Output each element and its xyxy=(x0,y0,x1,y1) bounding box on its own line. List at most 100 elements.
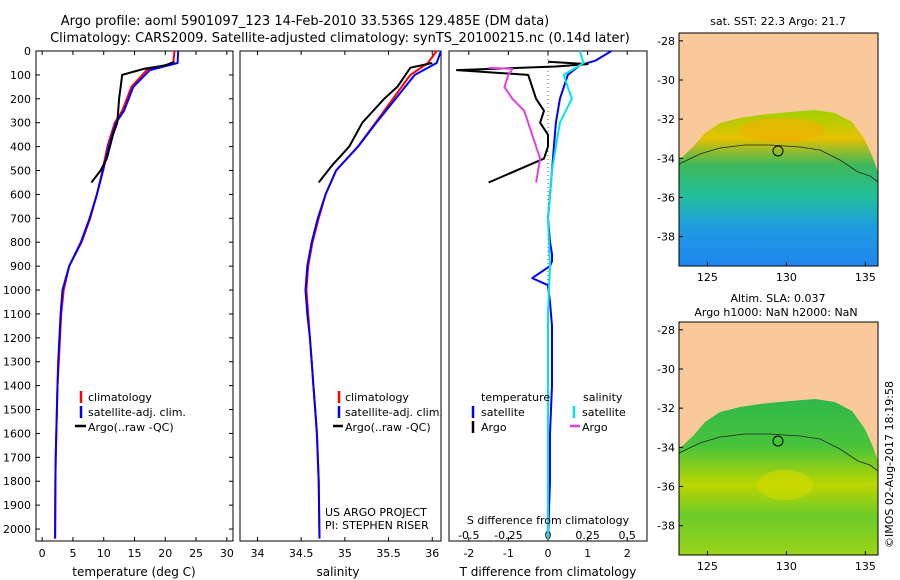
salinity-panel: 34 34.5 35 35.5 36 salinity climatology sate… xyxy=(239,50,443,579)
depth-tick-label: 1800 xyxy=(3,475,31,488)
s-tick-label: -0.5 xyxy=(458,529,479,542)
x-tick-label: 30 xyxy=(220,547,234,560)
legend-label-temp-satellite: satellite xyxy=(481,406,525,419)
depth-tick-label: 1700 xyxy=(3,451,31,464)
t-difference-axis-label: T difference from climatology xyxy=(459,565,637,579)
sla-high-anomaly xyxy=(757,470,813,500)
sla-map-subtitle: Argo h1000: NaN h2000: NaN xyxy=(694,306,857,319)
pi-annotation: PI: STEPHEN RISER xyxy=(325,519,429,532)
depth-tick-label: 2000 xyxy=(3,523,31,536)
s-tick-label: 0.25 xyxy=(575,529,600,542)
temperature-legend: climatology satellite-adj. clim. Argo(..… xyxy=(75,391,186,434)
x-tick-label: 2 xyxy=(624,547,631,560)
depth-tick-label: 1500 xyxy=(3,404,31,417)
x-tick-label: 34 xyxy=(250,547,264,560)
depth-tick-label: 300 xyxy=(10,117,31,130)
legend-header-salinity: salinity xyxy=(583,391,623,404)
lon-tick-label: 130 xyxy=(776,560,797,573)
temperature-x-ticks: 0 5 10 15 20 25 30 xyxy=(39,51,234,560)
temperature-panel: 0100200300400500600700800900100011001200… xyxy=(3,45,647,579)
depth-tick-label: 100 xyxy=(10,69,31,82)
x-tick-label: 15 xyxy=(128,547,142,560)
x-tick-label: 25 xyxy=(189,547,203,560)
lat-tick-label: -38 xyxy=(657,231,675,244)
depth-tick-label: 400 xyxy=(10,141,31,154)
temperature-axis-label: temperature (deg C) xyxy=(72,565,195,579)
sla-isobath-contour xyxy=(678,433,879,472)
legend-label-satellite: satellite-adj. clim. xyxy=(88,406,186,419)
t-difference-x-ticks: -2 -1 0 1 2 xyxy=(463,51,631,560)
series-line-argo-raw-qc- xyxy=(317,62,433,184)
s-difference-x-ticks: -0.5 -0.25 0 0.25 0.5 xyxy=(458,529,636,542)
legend-label-temp-argo: Argo xyxy=(481,421,507,434)
sst-warm-core xyxy=(740,118,824,142)
lon-tick-label: 135 xyxy=(855,560,876,573)
x-tick-label: 35.5 xyxy=(376,547,401,560)
x-tick-label: -2 xyxy=(463,547,474,560)
lat-tick-label: -32 xyxy=(657,113,675,126)
s-difference-axis-label: S difference from climatology xyxy=(467,514,630,527)
x-tick-label: 35 xyxy=(338,547,352,560)
legend-label-sal-satellite: satellite xyxy=(582,406,626,419)
depth-tick-label: 1400 xyxy=(3,380,31,393)
x-tick-label: 20 xyxy=(158,547,172,560)
figure-title-line1: Argo profile: aoml 5901097_123 14-Feb-20… xyxy=(61,14,550,29)
depth-tick-label: 1600 xyxy=(3,427,31,440)
depth-tick-label: 1900 xyxy=(3,499,31,512)
x-tick-label: 0 xyxy=(39,547,46,560)
sst-map-panel: sat. SST: 22.3 Argo: 21.7 125 130 135 -28 -3… xyxy=(657,15,879,284)
legend-header-temperature: temperature xyxy=(481,391,550,404)
depth-tick-label: 200 xyxy=(10,93,31,106)
argo-location-marker xyxy=(772,145,784,157)
lat-tick-label: -30 xyxy=(657,363,675,376)
depth-tick-label: 1300 xyxy=(3,356,31,369)
salinity-axis-label: salinity xyxy=(316,565,359,579)
map-frame xyxy=(678,32,879,267)
sst-ocean-field xyxy=(679,110,878,266)
legend-label-climatology: climatology xyxy=(88,391,152,404)
series-line-temperature-argo xyxy=(455,60,589,184)
series-line-argo-raw-qc- xyxy=(90,60,175,184)
depth-tick-label: 1200 xyxy=(3,332,31,345)
salinity-profile-lines xyxy=(304,50,442,539)
x-tick-label: 10 xyxy=(97,547,111,560)
x-tick-label: -1 xyxy=(503,547,514,560)
s-tick-label: -0.25 xyxy=(494,529,522,542)
lat-tick-label: -34 xyxy=(657,441,675,454)
lon-tick-label: 135 xyxy=(855,271,876,284)
sst-isobath-contour xyxy=(678,144,879,183)
x-tick-label: 0 xyxy=(545,547,552,560)
x-tick-label: 36 xyxy=(425,547,439,560)
legend-label-sal-argo: Argo xyxy=(582,421,608,434)
lon-tick-label: 130 xyxy=(776,271,797,284)
lat-tick-label: -36 xyxy=(657,480,675,493)
depth-tick-label: 900 xyxy=(10,260,31,273)
temperature-profile-lines xyxy=(54,50,180,539)
legend-label-argo: Argo(..raw -QC) xyxy=(345,421,431,434)
depth-tick-label: 1000 xyxy=(3,284,31,297)
sst-map-title: sat. SST: 22.3 Argo: 21.7 xyxy=(710,15,846,28)
lat-tick-label: -28 xyxy=(657,35,675,48)
salinity-x-ticks: 34 34.5 35 35.5 36 xyxy=(250,51,439,560)
legend-label-climatology: climatology xyxy=(345,391,409,404)
lat-tick-label: -36 xyxy=(657,191,675,204)
legend-label-argo: Argo(..raw -QC) xyxy=(88,421,174,434)
depth-tick-label: 0 xyxy=(24,45,31,58)
argo-location-marker xyxy=(772,435,784,447)
series-line-salinity-satellite xyxy=(547,50,585,539)
difference-profile-lines xyxy=(455,50,612,539)
depth-tick-label: 600 xyxy=(10,188,31,201)
series-line-satellite-adj-clim- xyxy=(304,50,442,539)
difference-legend: temperature salinity satellite Argo sate… xyxy=(471,391,626,434)
lat-tick-label: -34 xyxy=(657,152,675,165)
map-frame xyxy=(678,321,879,556)
lat-tick-label: -28 xyxy=(657,324,675,337)
x-tick-label: 5 xyxy=(69,547,76,560)
lon-tick-label: 125 xyxy=(697,271,718,284)
figure-title-line2: Climatology: CARS2009. Satellite-adjuste… xyxy=(50,31,630,46)
lat-tick-label: -30 xyxy=(657,74,675,87)
lat-tick-label: -38 xyxy=(657,520,675,533)
depth-tick-label: 500 xyxy=(10,165,31,178)
x-tick-label: 34.5 xyxy=(289,547,314,560)
